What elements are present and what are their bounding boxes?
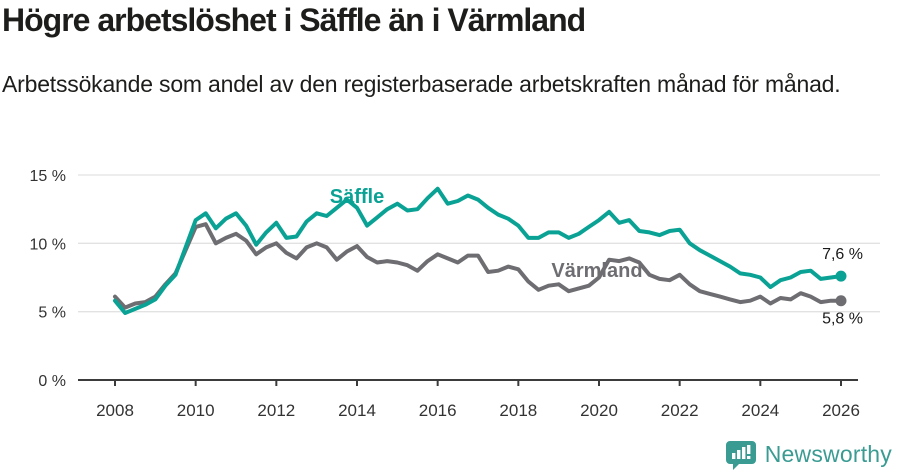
newsworthy-logo-icon [725, 441, 756, 470]
x-axis-label-2010: 2010 [177, 401, 215, 420]
sffle-line [113, 186, 843, 315]
x-axis-label-2014: 2014 [338, 401, 376, 420]
y-axis-label-10: 10 % [30, 236, 66, 253]
x-axis-label-2012: 2012 [257, 401, 295, 420]
end-value-label-vrmland: 5,8 % [822, 311, 863, 328]
logo-bar-small [731, 453, 736, 459]
x-axis-label-2008: 2008 [96, 401, 134, 420]
y-axis-label-5: 5 % [38, 305, 66, 322]
logo-exclamation-bar [746, 445, 751, 454]
brand-name: Newsworthy [764, 440, 892, 467]
vrmland-line [113, 222, 843, 310]
x-axis-label-2024: 2024 [741, 401, 779, 420]
end-dot-sffle [835, 270, 847, 282]
speech-bubble-shape [725, 441, 756, 470]
chart-title: Högre arbetslöshet i Säffle än i Värmlan… [2, 2, 586, 38]
series-label-vrmland: Värmland [551, 260, 642, 282]
x-axis-label-2018: 2018 [499, 401, 537, 420]
end-value-label-sffle: 7,6 % [822, 246, 863, 263]
footer-branding: Newsworthy [725, 438, 892, 470]
x-axis-label-2016: 2016 [419, 401, 457, 420]
y-axis-label-15: 15 % [30, 168, 66, 185]
x-axis-label-2026: 2026 [822, 401, 860, 420]
x-axis-label-2022: 2022 [661, 401, 699, 420]
logo-exclamation-dot [746, 456, 751, 459]
y-axis-label-0: 0 % [38, 373, 66, 390]
logo-bar-large [741, 447, 746, 459]
x-axis-label-2020: 2020 [580, 401, 618, 420]
series-label-sffle: Säffle [330, 186, 384, 208]
end-dot-vrmland [835, 295, 847, 307]
chart-subtitle: Arbetssökande som andel av den registerb… [2, 71, 841, 97]
logo-bar-medium [736, 450, 741, 459]
